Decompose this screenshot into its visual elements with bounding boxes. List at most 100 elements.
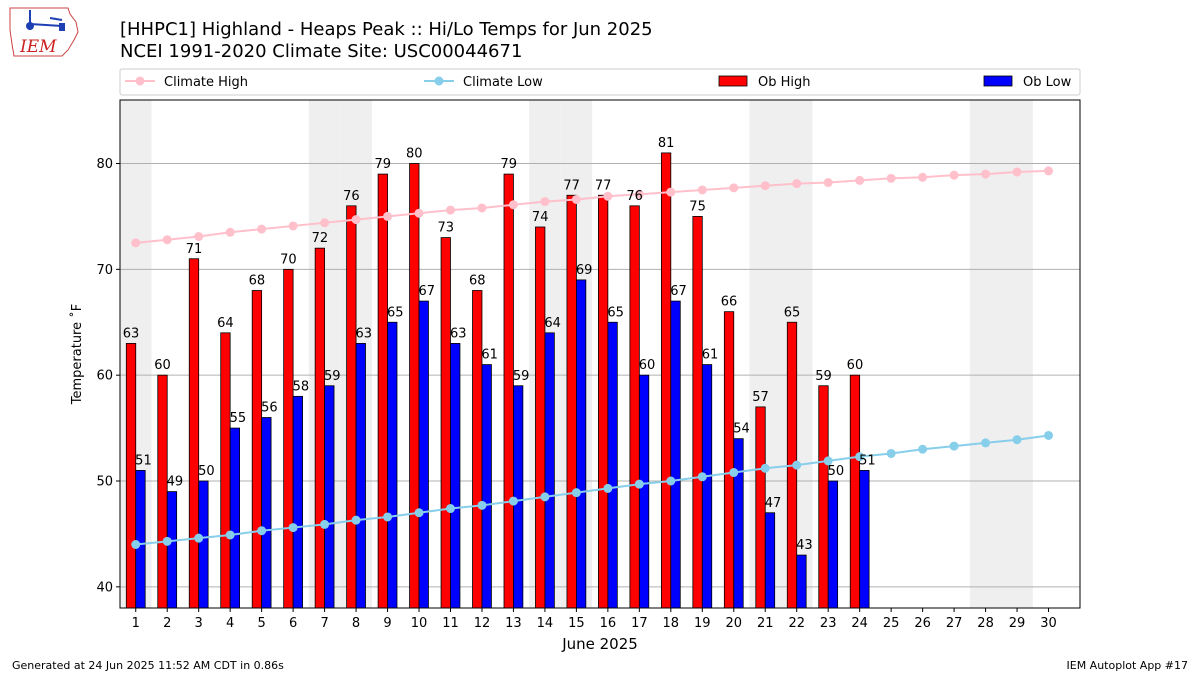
ob-low-bar-3 (198, 480, 209, 609)
y-tick-label-50: 50 (96, 475, 113, 490)
ob-low-label-7: 59 (324, 369, 341, 384)
weekend-shade-29 (1001, 100, 1033, 608)
x-tick-label-25: 25 (883, 616, 900, 631)
ob-high-label-24: 60 (847, 358, 864, 373)
x-tick-label-8: 8 (352, 616, 360, 631)
ob-low-label-4: 55 (230, 411, 247, 426)
ob-high-label-4: 64 (217, 316, 234, 331)
ob-high-bar-4 (220, 332, 231, 609)
x-tick-label-4: 4 (226, 616, 234, 631)
climate-low-point-13 (508, 496, 518, 506)
data-labels: 63 60 71 64 68 70 72 76 79 80 73 68 79 74 77 77 76 81 75 66… (123, 136, 876, 553)
climate-lines (131, 166, 1054, 549)
y-tick-label-40: 40 (96, 580, 113, 595)
x-tick-label-2: 2 (163, 616, 171, 631)
ob-low-label-2: 49 (167, 475, 184, 490)
ob-low-label-19: 61 (702, 348, 719, 363)
climate-high-line (135, 169, 1049, 244)
ob-high-label-6: 70 (280, 252, 297, 267)
x-tick-label-6: 6 (289, 616, 297, 631)
ob-high-label-13: 79 (500, 157, 517, 172)
ob-high-bar-19 (692, 216, 703, 609)
climate-high-point-8 (351, 215, 361, 225)
ob-high-label-20: 66 (721, 295, 738, 310)
x-axis-ticks: 1 2 3 4 5 6 7 8 9 10 11 12 13 14 15 16 17 18 19 20 21 22 23 24 2… (132, 608, 1057, 631)
ob-low-label-16: 65 (607, 305, 624, 320)
climate-low-point-7 (320, 519, 330, 529)
ob-high-bar-1 (125, 343, 137, 609)
climate-low-point-26 (918, 444, 928, 454)
climate-low-point-2 (162, 536, 172, 546)
chart-title-line2: NCEI 1991-2020 Climate Site: USC00044671 (120, 41, 522, 62)
ob-low-label-14: 64 (544, 316, 561, 331)
x-axis-label: June 2025 (561, 635, 638, 653)
climate-high-point-10 (414, 208, 424, 218)
ob-low-label-13: 59 (513, 369, 530, 384)
climate-high-point-7 (320, 218, 330, 228)
ob-high-bar-3 (188, 258, 200, 609)
ob-low-bar-1 (135, 470, 146, 609)
ob-high-label-10: 80 (406, 147, 423, 162)
ob-low-label-12: 61 (481, 348, 498, 363)
climate-high-point-1 (131, 238, 141, 248)
x-tick-label-28: 28 (977, 616, 994, 631)
climate-low-line (135, 434, 1049, 546)
climate-low-point-6 (288, 523, 298, 533)
ob-low-label-15: 69 (576, 263, 593, 278)
x-tick-label-3: 3 (195, 616, 203, 631)
ob-low-label-6: 58 (293, 379, 310, 394)
ob-low-label-21: 47 (765, 496, 782, 511)
climate-low-point-27 (949, 441, 959, 451)
x-tick-label-17: 17 (631, 616, 648, 631)
ob-low-label-20: 54 (733, 422, 750, 437)
ob-low-label-17: 60 (639, 358, 656, 373)
ob-high-bar-13 (503, 173, 514, 609)
ob-low-bar-15 (575, 279, 587, 609)
climate-high-point-6 (288, 221, 298, 231)
ob-high-bar-17 (629, 205, 640, 609)
ob-low-bar-2 (166, 491, 178, 609)
ob-low-bar-10 (418, 300, 429, 609)
ob-low-bar-7 (324, 385, 335, 609)
climate-high-point-5 (257, 224, 267, 234)
ob-low-label-5: 56 (261, 401, 278, 416)
ob-high-label-21: 57 (752, 390, 769, 405)
climate-high-point-15 (571, 194, 581, 204)
climate-high-point-20 (729, 183, 739, 193)
climate-high-point-16 (603, 191, 613, 201)
ob-high-bar-8 (346, 205, 357, 609)
legend-item-ob-low: Ob Low (983, 75, 1072, 90)
legend-item-ob-high: Ob High (718, 75, 811, 90)
x-tick-label-13: 13 (505, 616, 522, 631)
climate-high-point-14 (540, 197, 550, 207)
ob-high-label-3: 71 (186, 242, 203, 257)
ob-high-bar-7 (314, 247, 325, 609)
ob-low-label-23: 50 (828, 464, 845, 479)
x-tick-label-24: 24 (851, 616, 868, 631)
legend-item-climate-low: Climate Low (424, 75, 543, 90)
chart-title-line1: [HHPC1] Highland - Heaps Peak :: Hi/Lo T… (120, 19, 653, 40)
x-tick-label-23: 23 (820, 616, 837, 631)
x-tick-label-14: 14 (537, 616, 554, 631)
ob-high-label-8: 76 (343, 189, 360, 204)
climate-high-point-30 (1044, 166, 1054, 176)
ob-high-label-18: 81 (658, 136, 675, 151)
x-tick-label-9: 9 (383, 616, 391, 631)
climate-low-point-21 (760, 463, 770, 473)
climate-high-point-24 (855, 175, 865, 185)
ob-high-bar-15 (566, 194, 577, 609)
climate-low-point-14 (540, 492, 550, 502)
ob-high-label-7: 72 (312, 231, 329, 246)
ob-high-bar-5 (251, 290, 263, 609)
ob-high-bar-14 (535, 226, 546, 609)
ob-high-label-22: 65 (784, 305, 801, 320)
x-tick-label-30: 30 (1040, 616, 1057, 631)
climate-high-point-4 (225, 227, 235, 237)
climate-low-point-12 (477, 500, 487, 510)
y-axis-label: Temperature ˚F (69, 304, 85, 405)
climate-low-point-30 (1044, 430, 1054, 440)
ob-low-bar-16 (607, 321, 618, 609)
iowa-state-outline (9, 7, 79, 57)
ob-low-label-8: 63 (356, 326, 373, 341)
